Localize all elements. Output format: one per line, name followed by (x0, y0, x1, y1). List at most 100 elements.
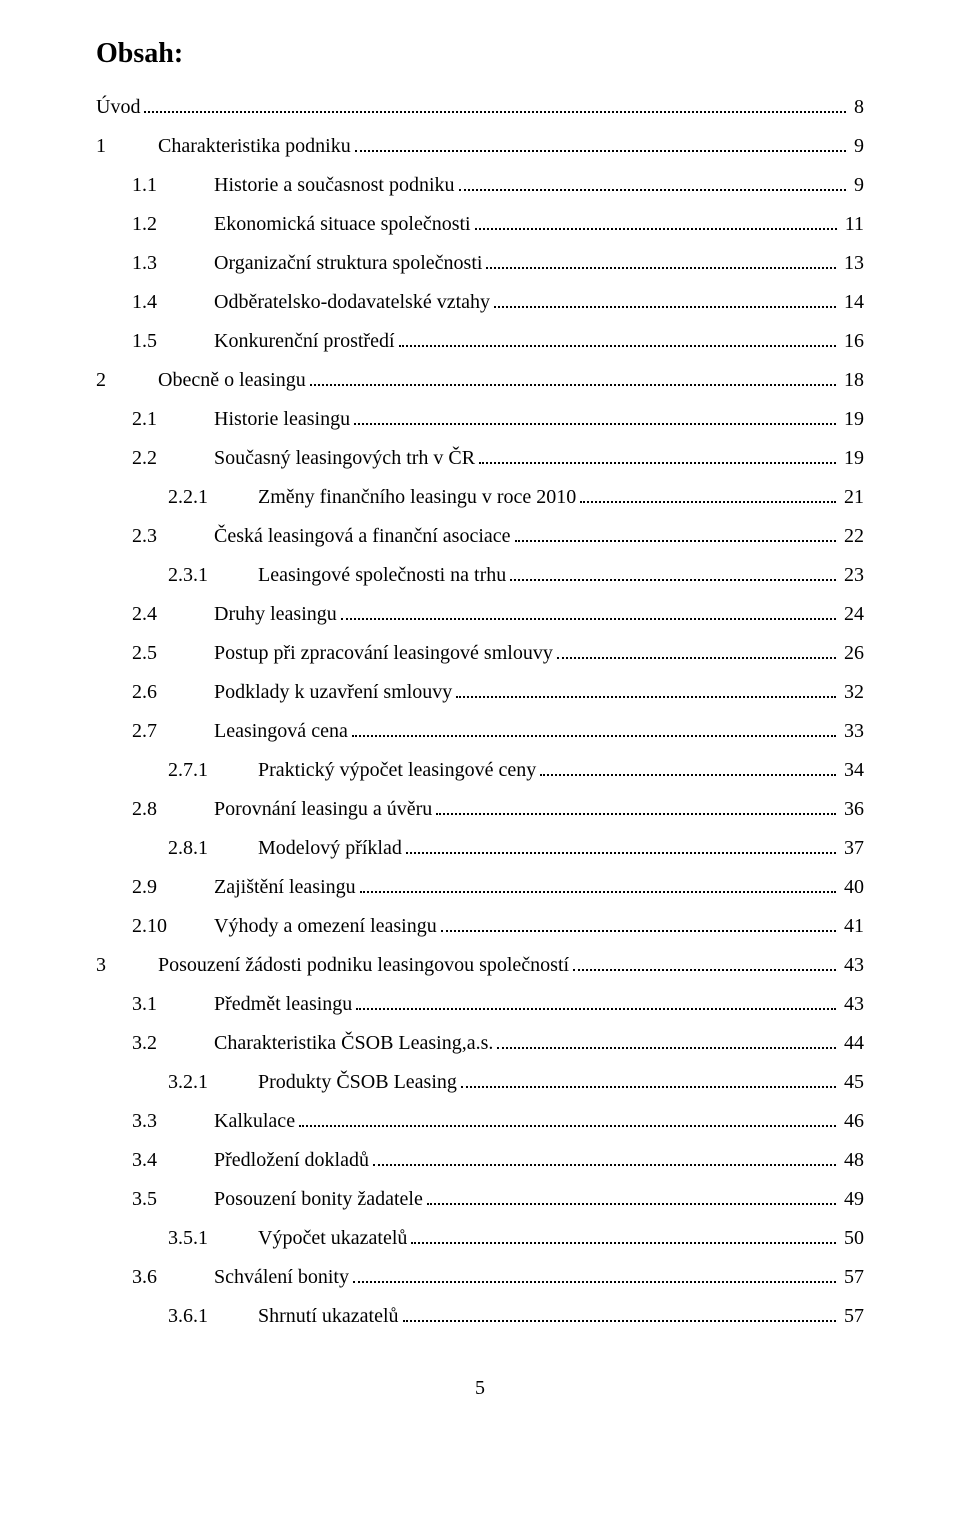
toc-entry-title: Výhody a omezení leasingu (214, 910, 437, 942)
toc-entry: 3.2.1Produkty ČSOB Leasing45 (96, 1066, 864, 1098)
toc-entry-number: 2.6 (132, 676, 214, 708)
page-number: 5 (96, 1372, 864, 1404)
toc-leader-dots (360, 875, 836, 893)
toc-entry-number: 3.2 (132, 1027, 214, 1059)
toc-entry-number: 2 (96, 364, 158, 396)
toc-entry: 3.6.1Shrnutí ukazatelů 57 (96, 1300, 864, 1332)
toc-entry-number: 2.9 (132, 871, 214, 903)
toc-entry: 2.8.1Modelový příklad37 (96, 832, 864, 864)
toc-entry: 1.1Historie a současnost podniku9 (96, 169, 864, 201)
toc-entry: 1.3Organizační struktura společnosti13 (96, 247, 864, 279)
toc-entry-page: 11 (841, 208, 864, 240)
toc-entry-number: 1.3 (132, 247, 214, 279)
toc-entry-number: 2.7 (132, 715, 214, 747)
toc-entry-number: 3.3 (132, 1105, 214, 1137)
toc-entry: Úvod8 (96, 91, 864, 123)
toc-entry-page: 46 (840, 1105, 864, 1137)
toc-entry-page: 49 (840, 1183, 864, 1215)
toc-entry-title: Kalkulace (214, 1105, 295, 1137)
toc-entry-page: 33 (840, 715, 864, 747)
toc-entry: 1.2Ekonomická situace společnosti11 (96, 208, 864, 240)
toc-entry-number: 2.3 (132, 520, 214, 552)
toc-entry-title: Výpočet ukazatelů (258, 1222, 407, 1254)
toc-entry-page: 8 (850, 91, 864, 123)
toc-leader-dots (411, 1226, 836, 1244)
toc-entry-title: Konkurenční prostředí (214, 325, 395, 357)
toc-leader-dots (144, 95, 846, 113)
toc-entry-page: 48 (840, 1144, 864, 1176)
toc-entry: 2.7.1Praktický výpočet leasingové ceny34 (96, 754, 864, 786)
toc-leader-dots (403, 1304, 836, 1322)
toc-entry-number: 3.5.1 (168, 1222, 258, 1254)
toc-entry-number: 2.8.1 (168, 832, 258, 864)
toc-entry-title: Postup při zpracování leasingové smlouvy (214, 637, 553, 669)
toc-leader-dots (356, 992, 836, 1010)
toc-entry: 2.2Současný leasingových trh v ČR19 (96, 442, 864, 474)
toc-entry-number: 3.6.1 (168, 1300, 258, 1332)
toc-entry-title: Schválení bonity (214, 1261, 349, 1293)
toc-entry-title: Obecně o leasingu (158, 364, 306, 396)
toc-entry-page: 23 (840, 559, 864, 591)
toc-entry-page: 57 (840, 1300, 864, 1332)
toc-leader-dots (540, 758, 836, 776)
toc-entry-title: Produkty ČSOB Leasing (258, 1066, 457, 1098)
toc-entry: 2.2.1Změny finančního leasingu v roce 20… (96, 481, 864, 513)
toc-entry-number: 2.8 (132, 793, 214, 825)
toc-entry: 2.1Historie leasingu19 (96, 403, 864, 435)
toc-entry: 2Obecně o leasingu18 (96, 364, 864, 396)
toc-entry-number: 2.7.1 (168, 754, 258, 786)
toc-entry: 2.6Podklady k uzavření smlouvy 32 (96, 676, 864, 708)
toc-entry-title: Podklady k uzavření smlouvy (214, 676, 452, 708)
toc-leader-dots (573, 953, 836, 971)
toc-leader-dots (456, 680, 836, 698)
toc-leader-dots (510, 563, 836, 581)
toc-leader-dots (353, 1265, 836, 1283)
toc-entry-number: 3.2.1 (168, 1066, 258, 1098)
toc-entry-title: Posouzení bonity žadatele (214, 1183, 423, 1215)
toc-leader-dots (475, 212, 837, 230)
toc-entry-page: 9 (850, 169, 864, 201)
toc-entry-page: 43 (840, 988, 864, 1020)
toc-entry-title: Česká leasingová a finanční asociace (214, 520, 511, 552)
toc-leader-dots (352, 719, 836, 737)
toc-leader-dots (461, 1070, 836, 1088)
toc-entry-page: 36 (840, 793, 864, 825)
toc-entry-number: 2.1 (132, 403, 214, 435)
toc-entry-page: 22 (840, 520, 864, 552)
toc-entry-title: Posouzení žádosti podniku leasingovou sp… (158, 949, 569, 981)
toc-entry-number: 1.5 (132, 325, 214, 357)
toc-leader-dots (299, 1109, 836, 1127)
toc-entry-title: Současný leasingových trh v ČR (214, 442, 475, 474)
toc-entry-page: 32 (840, 676, 864, 708)
toc-entry: 2.7Leasingová cena33 (96, 715, 864, 747)
toc-entry-page: 57 (840, 1261, 864, 1293)
toc-entry-page: 34 (840, 754, 864, 786)
toc-entry-page: 14 (840, 286, 864, 318)
toc-entry: 2.5Postup při zpracování leasingové smlo… (96, 637, 864, 669)
toc-leader-dots (494, 290, 836, 308)
toc-entry-page: 37 (840, 832, 864, 864)
toc-entry-title: Porovnání leasingu a úvěru (214, 793, 432, 825)
toc-entry-title: Shrnutí ukazatelů (258, 1300, 399, 1332)
toc-entry: 2.3Česká leasingová a finanční asociace 2… (96, 520, 864, 552)
toc-entry-page: 21 (840, 481, 864, 513)
toc-leader-dots (406, 836, 836, 854)
document-page: Obsah: Úvod81Charakteristika podniku91.1… (0, 0, 960, 1444)
table-of-contents: Úvod81Charakteristika podniku91.1Histori… (96, 91, 864, 1332)
toc-entry-title: Charakteristika ČSOB Leasing,a.s. (214, 1027, 493, 1059)
toc-entry: 2.9Zajištění leasingu40 (96, 871, 864, 903)
toc-leader-dots (436, 797, 836, 815)
toc-entry-number: 3.5 (132, 1183, 214, 1215)
toc-entry-page: 9 (850, 130, 864, 162)
toc-entry-page: 44 (840, 1027, 864, 1059)
toc-leader-dots (515, 524, 836, 542)
toc-entry-page: 26 (840, 637, 864, 669)
toc-entry-title: Předmět leasingu (214, 988, 352, 1020)
toc-entry-number: 2.2.1 (168, 481, 258, 513)
toc-entry: 1.4Odběratelsko-dodavatelské vztahy14 (96, 286, 864, 318)
toc-entry-number: 2.5 (132, 637, 214, 669)
toc-entry: 3.5Posouzení bonity žadatele 49 (96, 1183, 864, 1215)
toc-entry-page: 16 (840, 325, 864, 357)
toc-entry-page: 50 (840, 1222, 864, 1254)
toc-leader-dots (580, 485, 836, 503)
